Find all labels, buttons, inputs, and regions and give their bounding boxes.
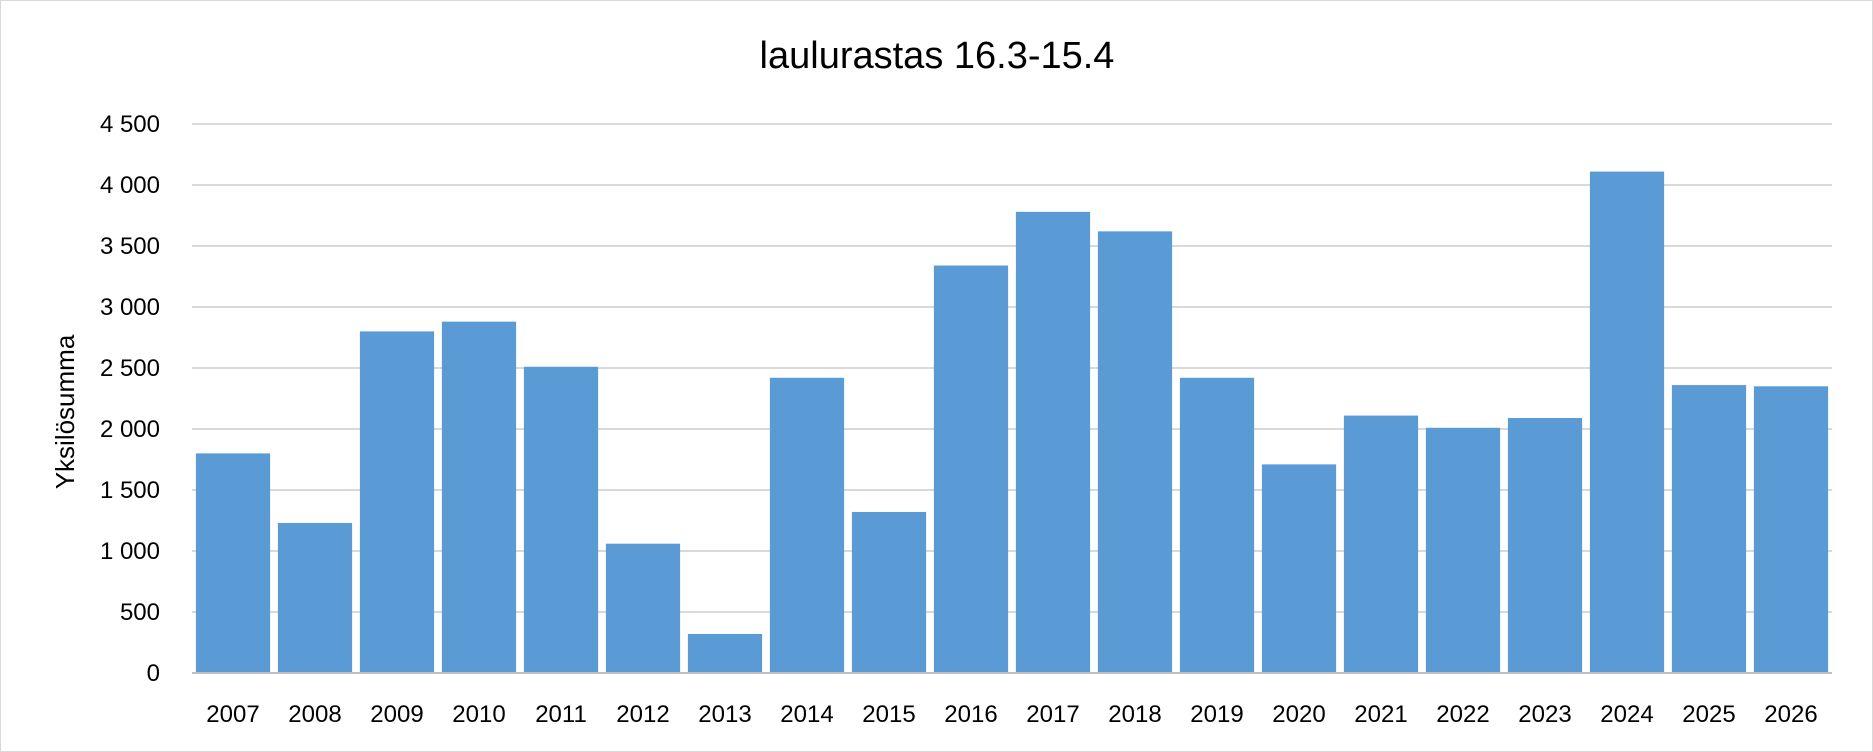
x-tick-label: 2018	[1108, 701, 1161, 728]
bar-2012	[605, 543, 681, 673]
bar-2023	[1507, 418, 1583, 673]
y-tick-label: 4 000	[100, 172, 160, 199]
gridlines	[192, 123, 1832, 613]
y-tick-label: 2 500	[100, 355, 160, 382]
bar-2019	[1179, 377, 1255, 673]
x-tick-label: 2026	[1764, 701, 1817, 728]
x-tick-label: 2007	[206, 701, 259, 728]
bar-2026	[1753, 386, 1829, 673]
bar-2020	[1261, 464, 1337, 673]
y-tick-label: 1 000	[100, 538, 160, 565]
x-tick-label: 2024	[1600, 701, 1653, 728]
x-tick-label: 2020	[1272, 701, 1325, 728]
x-tick-label: 2016	[944, 701, 997, 728]
x-axis-ticks: 2007 2008 2009 2010 2011 2012 2013 2014 2015 2016…	[206, 701, 1817, 728]
y-axis-ticks: 0 500 1 000 1 500 2 000 2 500 3 000 3 500 4 000 4…	[100, 111, 160, 687]
x-tick-label: 2009	[370, 701, 423, 728]
x-tick-label: 2013	[698, 701, 751, 728]
bar-2007	[195, 453, 271, 673]
bar-2022	[1425, 427, 1501, 673]
x-tick-label: 2017	[1026, 701, 1079, 728]
x-tick-label: 2022	[1436, 701, 1489, 728]
x-tick-label: 2023	[1518, 701, 1571, 728]
y-tick-label: 3 500	[100, 233, 160, 260]
bar-2010	[441, 321, 517, 673]
x-tick-label: 2008	[288, 701, 341, 728]
y-tick-label: 500	[120, 599, 160, 626]
bar-2018	[1097, 231, 1173, 674]
y-tick-label: 3 000	[100, 294, 160, 321]
chart-title: laulurastas 16.3-15.4	[760, 35, 1115, 77]
y-tick-label: 4 500	[100, 111, 160, 138]
x-tick-label: 2014	[780, 701, 833, 728]
bar-2013	[687, 633, 763, 673]
y-tick-label: 0	[147, 660, 160, 687]
bar-2008	[277, 522, 353, 673]
bar-2011	[523, 366, 599, 673]
y-tick-label: 2 000	[100, 416, 160, 443]
bar-2017	[1015, 211, 1091, 673]
bar-2015	[851, 511, 927, 673]
x-tick-label: 2010	[452, 701, 505, 728]
bar-2014	[769, 377, 845, 673]
bar-2025	[1671, 385, 1747, 673]
x-tick-label: 2021	[1354, 701, 1407, 728]
bar-2016	[933, 265, 1009, 673]
x-tick-label: 2015	[862, 701, 915, 728]
bar-2021	[1343, 415, 1419, 673]
x-tick-label: 2019	[1190, 701, 1243, 728]
x-tick-label: 2012	[616, 701, 669, 728]
y-axis-title: Yksilösumma	[50, 334, 80, 489]
x-tick-label: 2011	[535, 701, 587, 728]
y-tick-label: 1 500	[100, 477, 160, 504]
bars	[195, 171, 1829, 674]
x-tick-label: 2025	[1682, 701, 1735, 728]
bar-2009	[359, 331, 435, 673]
bar-2024	[1589, 171, 1665, 673]
